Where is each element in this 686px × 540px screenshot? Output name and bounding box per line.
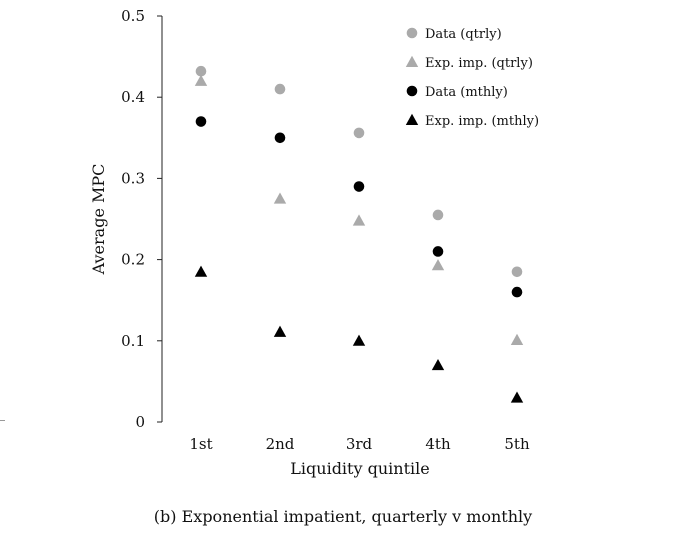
y-ticks: 0 0.1 0.2 0.3 0.4 0.5: [121, 7, 162, 431]
legend-item: Exp. imp. (mthly): [405, 113, 539, 129]
legend-label: Exp. imp. (mthly): [425, 114, 539, 129]
x-tick-label: 5th: [504, 435, 530, 453]
y-tick-label: 0.2: [121, 251, 145, 269]
triangle-point: [352, 214, 366, 226]
series-3: [195, 116, 523, 298]
circle-point: [195, 116, 207, 127]
circle-point: [353, 127, 365, 139]
x-ticks: 1st 2nd 3rd 4th 5th: [189, 435, 530, 453]
data-points: [194, 65, 524, 403]
circle-point: [432, 246, 444, 257]
triangle-point: [194, 74, 208, 86]
legend-circle-marker: [406, 27, 418, 39]
circle-point: [195, 65, 207, 77]
y-tick-label: 0.1: [121, 332, 145, 350]
series-4: [194, 265, 524, 403]
x-tick-label: 1st: [189, 435, 212, 453]
triangle-point: [510, 333, 524, 345]
circle-point: [511, 286, 523, 298]
triangle-point: [431, 259, 445, 271]
legend-triangle-marker: [405, 55, 419, 67]
circle-point: [432, 209, 444, 221]
circle-point: [511, 266, 523, 278]
legend: Data (qtrly) Exp. imp. (qtrly) Data (mthly…: [405, 27, 539, 129]
x-tick-label: 4th: [425, 435, 451, 453]
legend-triangle-marker: [405, 113, 419, 125]
edge-mark: [0, 420, 5, 421]
y-tick-label: 0.4: [121, 88, 145, 106]
triangle-point: [352, 334, 366, 346]
y-axis-title: Average MPC: [89, 164, 108, 276]
x-axis-title: Liquidity quintile: [290, 459, 429, 478]
triangle-point: [510, 391, 524, 403]
triangle-point: [431, 358, 445, 371]
triangle-point: [273, 325, 287, 337]
legend-label: Exp. imp. (qtrly): [425, 56, 533, 71]
figure-caption: (b) Exponential impatient, quarterly v m…: [153, 507, 533, 526]
y-tick-label: 0: [135, 413, 145, 431]
x-tick-label: 3rd: [346, 435, 373, 453]
circle-point: [274, 83, 286, 95]
legend-label: Data (mthly): [425, 85, 508, 100]
legend-label: Data (qtrly): [425, 27, 502, 42]
legend-item: Data (qtrly): [406, 27, 502, 42]
circle-point: [353, 181, 365, 192]
x-tick-label: 2nd: [266, 435, 295, 453]
series-2: [194, 74, 524, 345]
series-1: [195, 65, 523, 278]
legend-item: Data (mthly): [406, 85, 508, 100]
legend-item: Exp. imp. (qtrly): [405, 55, 533, 71]
triangle-point: [194, 265, 208, 277]
y-tick-label: 0.5: [121, 7, 145, 25]
y-tick-label: 0.3: [121, 169, 145, 187]
legend-circle-marker: [406, 85, 418, 97]
circle-point: [274, 132, 286, 144]
triangle-point: [273, 192, 287, 204]
